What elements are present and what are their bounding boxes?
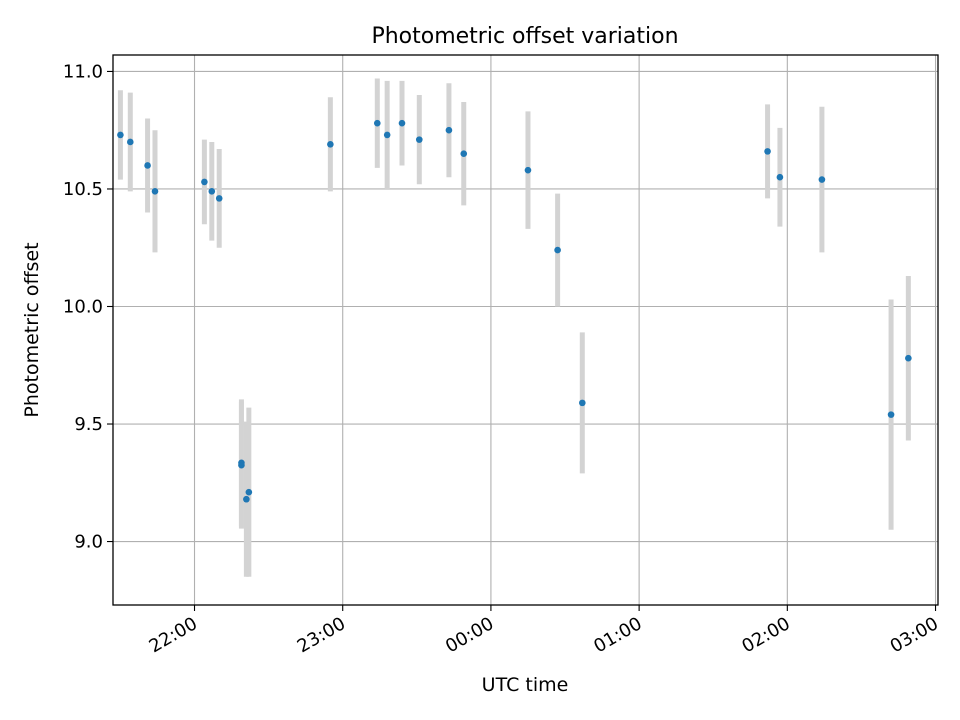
data-point — [524, 166, 532, 174]
data-point — [445, 126, 453, 134]
data-point — [327, 141, 334, 148]
data-point — [238, 461, 245, 469]
data-point — [373, 119, 381, 127]
data-point — [554, 246, 561, 254]
data-point — [126, 138, 134, 146]
data-point — [415, 136, 423, 143]
data-point — [117, 131, 124, 139]
data-point — [460, 150, 468, 158]
y-tick-label: 10.5 — [63, 179, 103, 200]
y-axis-ticks: 9.0 9.5 10.0 10.5 11.0 — [63, 61, 113, 553]
y-tick-label: 9.5 — [74, 414, 103, 435]
data-points — [117, 119, 912, 503]
data-point — [905, 354, 912, 362]
data-point — [776, 173, 784, 181]
data-point — [579, 399, 586, 407]
data-point — [764, 148, 771, 155]
y-tick-label: 11.0 — [63, 61, 103, 82]
data-point — [201, 178, 208, 186]
data-point — [144, 162, 151, 169]
data-point — [151, 188, 159, 195]
y-tick-label: 10.0 — [63, 296, 103, 317]
data-point — [208, 188, 216, 195]
y-axis-label: Photometric offset — [21, 242, 43, 417]
data-point — [818, 176, 826, 183]
data-point — [243, 495, 250, 503]
data-point — [398, 119, 406, 127]
y-tick-label: 9.0 — [74, 532, 103, 553]
data-point — [887, 411, 895, 418]
x-axis-label: UTC time — [482, 674, 569, 696]
data-point — [383, 131, 391, 139]
plot-frame — [112, 54, 939, 606]
data-point — [245, 488, 253, 496]
chart-title: Photometric offset variation — [371, 24, 678, 49]
data-point — [215, 195, 223, 202]
